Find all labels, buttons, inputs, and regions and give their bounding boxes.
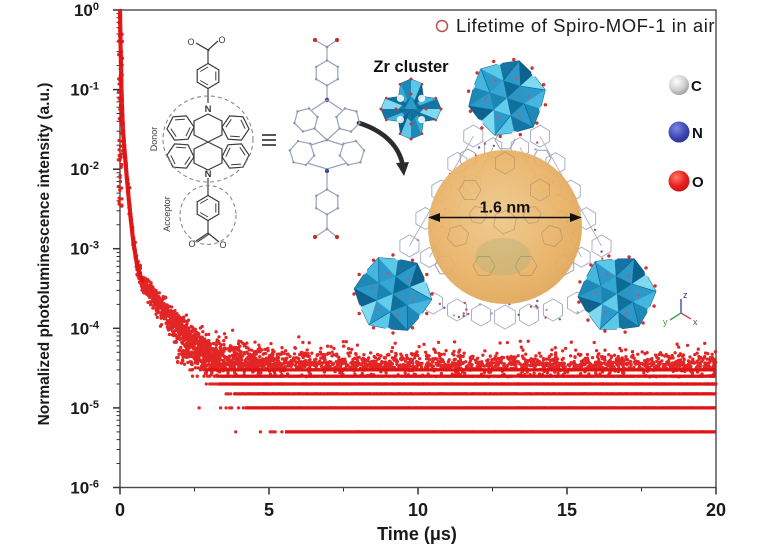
svg-text:Time (μs): Time (μs) [377, 524, 457, 544]
svg-text:Normalized photoluminescence i: Normalized photoluminescence intensity (… [36, 83, 53, 426]
svg-text:Zr cluster: Zr cluster [373, 58, 449, 76]
svg-text:0: 0 [115, 500, 125, 520]
svg-text:1.6 nm: 1.6 nm [480, 200, 531, 217]
svg-text:O: O [187, 37, 194, 47]
svg-text:N: N [692, 125, 703, 142]
svg-text:10: 10 [408, 500, 428, 520]
svg-text:5: 5 [264, 500, 274, 520]
svg-text:Acceptor: Acceptor [162, 196, 172, 232]
svg-text:N: N [205, 104, 212, 115]
svg-text:Donor: Donor [149, 127, 159, 152]
svg-text:O: O [218, 35, 225, 45]
svg-text:C: C [691, 78, 702, 95]
svg-text:O: O [188, 239, 195, 249]
svg-text:N: N [205, 169, 212, 180]
svg-text:y: y [663, 317, 668, 327]
svg-text:O: O [219, 240, 226, 250]
svg-text:x: x [693, 317, 698, 327]
svg-text:O: O [692, 174, 704, 191]
svg-text:Lifetime of Spiro-MOF-1 in air: Lifetime of Spiro-MOF-1 in air [456, 15, 715, 36]
svg-text:20: 20 [706, 500, 726, 520]
svg-text:z: z [683, 290, 688, 300]
svg-text:100: 100 [74, 1, 99, 20]
svg-text:15: 15 [557, 500, 577, 520]
